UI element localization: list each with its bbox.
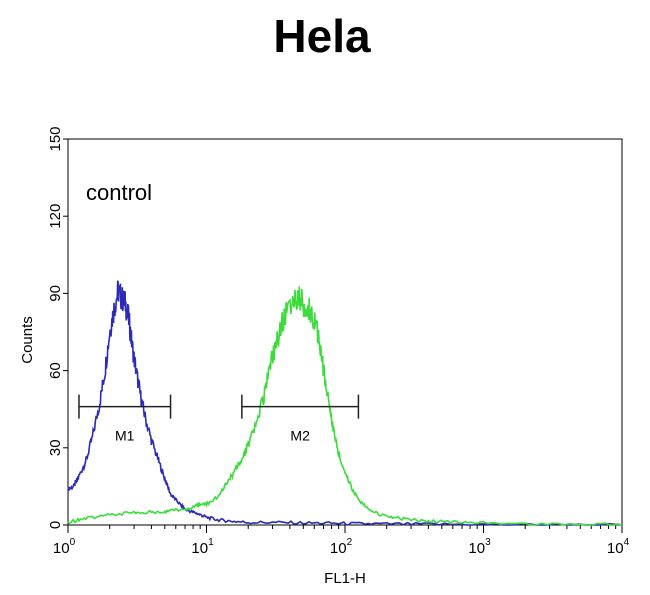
marker-layer: M1 M2 bbox=[78, 394, 360, 444]
x-tick-base: 10 bbox=[330, 540, 347, 557]
x-tick-label: 100 bbox=[53, 537, 76, 557]
x-axis: 100 101 102 103 104 bbox=[53, 525, 630, 557]
x-tick-exponent: 1 bbox=[208, 537, 214, 548]
y-axis: 0 30 60 90 120 150 bbox=[47, 126, 68, 529]
x-tick-exponent: 3 bbox=[485, 537, 491, 548]
y-tick-label: 90 bbox=[47, 285, 64, 302]
x-tick-exponent: 2 bbox=[347, 537, 353, 548]
y-tick-label: 120 bbox=[47, 204, 64, 229]
x-tick-exponent: 0 bbox=[70, 537, 76, 548]
x-tick-base: 10 bbox=[53, 540, 70, 557]
x-tick-label: 101 bbox=[191, 537, 214, 557]
y-tick-label: 0 bbox=[47, 521, 64, 529]
x-tick-exponent: 4 bbox=[624, 537, 630, 548]
y-tick-label: 150 bbox=[47, 126, 64, 151]
x-tick-base: 10 bbox=[191, 540, 208, 557]
histogram-series-1 bbox=[67, 280, 623, 526]
series-layer bbox=[67, 280, 623, 526]
x-tick-base: 10 bbox=[607, 540, 624, 557]
chart-title: Hela bbox=[273, 10, 371, 62]
histogram-series-2 bbox=[67, 286, 623, 526]
x-axis-label: FL1-H bbox=[324, 570, 366, 587]
x-tick-base: 10 bbox=[468, 540, 485, 557]
control-annotation: control bbox=[86, 180, 152, 205]
x-tick-label: 104 bbox=[607, 537, 630, 557]
x-tick-label: 103 bbox=[468, 537, 491, 557]
x-tick-label: 102 bbox=[330, 537, 353, 557]
y-tick-label: 60 bbox=[47, 362, 64, 379]
y-tick-label: 30 bbox=[47, 439, 64, 456]
marker-label-m2: M2 bbox=[290, 428, 310, 444]
marker-label-m1: M1 bbox=[115, 428, 135, 444]
y-axis-label: Counts bbox=[19, 316, 36, 364]
